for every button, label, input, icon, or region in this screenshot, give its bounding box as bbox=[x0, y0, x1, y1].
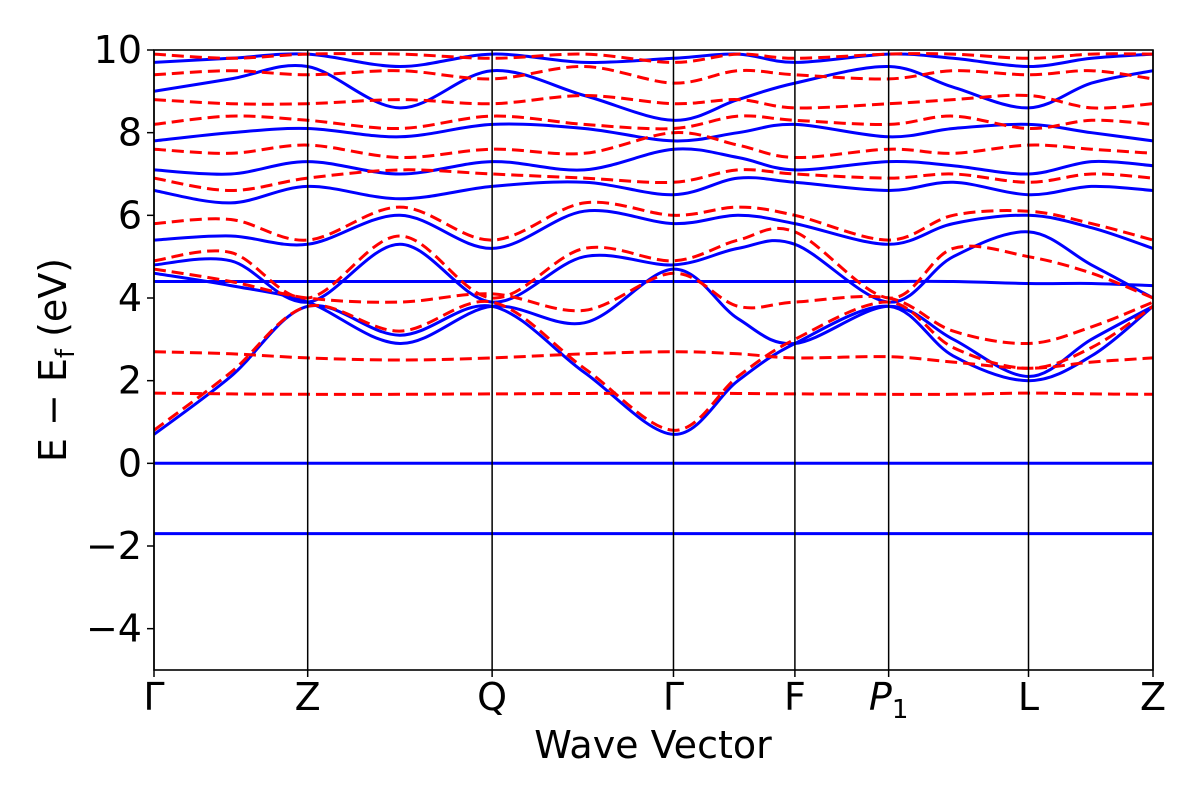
band-line-series1-4 bbox=[154, 279, 1153, 288]
y-tick-label-2: −2 bbox=[86, 524, 142, 568]
x-tick-label-main: P bbox=[869, 675, 892, 719]
band-line-series1-5 bbox=[154, 267, 1153, 378]
band-line-series1-7 bbox=[154, 209, 1153, 250]
x-tick-label-6: P1 bbox=[869, 675, 908, 725]
y-tick-label-8: 10 bbox=[94, 28, 142, 72]
x-tick-label-7: L bbox=[1018, 675, 1039, 719]
y-axis-label-unit: (eV) bbox=[31, 258, 75, 349]
x-tick-label-1: Γ bbox=[143, 675, 164, 719]
band-line-series2-9 bbox=[154, 114, 1153, 131]
x-tick-label-sub: 1 bbox=[892, 695, 909, 725]
x-axis-label: Wave Vector bbox=[534, 723, 772, 767]
y-axis-label-sub: f bbox=[51, 348, 81, 358]
band-line-series1-11 bbox=[154, 64, 1153, 122]
band-line-series2-8 bbox=[154, 131, 1153, 160]
band-line-series1-10 bbox=[154, 122, 1153, 143]
x-tick-label-8: Z bbox=[1140, 675, 1166, 719]
y-axis-label: E − Ef (eV) bbox=[31, 258, 81, 462]
y-tick-label-4: 2 bbox=[118, 359, 142, 403]
x-tick-label-5: F bbox=[784, 675, 806, 719]
x-axis-ticks: Γ Z Q Γ F P1 L Z bbox=[143, 670, 1166, 725]
y-tick-label-5: 4 bbox=[118, 276, 142, 320]
band-line-series1-9 bbox=[154, 147, 1153, 176]
x-tick-label-3: Q bbox=[477, 675, 507, 719]
y-tick-label-7: 8 bbox=[118, 111, 142, 155]
y-tick-label-6: 6 bbox=[118, 193, 142, 237]
band-line-series2-1 bbox=[154, 391, 1153, 396]
y-axis-label-main: E − E bbox=[31, 358, 75, 462]
band-line-series1-8 bbox=[154, 176, 1153, 205]
band-line-series2-2 bbox=[154, 350, 1153, 370]
band-line-series2-3 bbox=[154, 299, 1153, 432]
y-tick-label-1: −4 bbox=[86, 607, 142, 651]
band-line-series1-6 bbox=[154, 230, 1153, 304]
band-line-series2-4 bbox=[154, 267, 1153, 346]
plot-frame bbox=[153, 49, 1154, 671]
y-axis-ticks: −4 −2 0 2 4 6 8 10 bbox=[86, 28, 154, 651]
band-line-series2-11 bbox=[154, 64, 1153, 85]
band-line-series2-5 bbox=[154, 226, 1153, 300]
band-line-series2-7 bbox=[154, 168, 1153, 192]
y-tick-label-3: 0 bbox=[118, 441, 142, 485]
band-line-series2-12 bbox=[154, 52, 1153, 64]
x-tick-label-2: Z bbox=[295, 675, 321, 719]
high-symmetry-lines bbox=[153, 50, 1154, 670]
band-line-series2-10 bbox=[154, 93, 1153, 110]
bands-layer bbox=[154, 52, 1153, 536]
x-tick-label-4: Γ bbox=[663, 675, 684, 719]
